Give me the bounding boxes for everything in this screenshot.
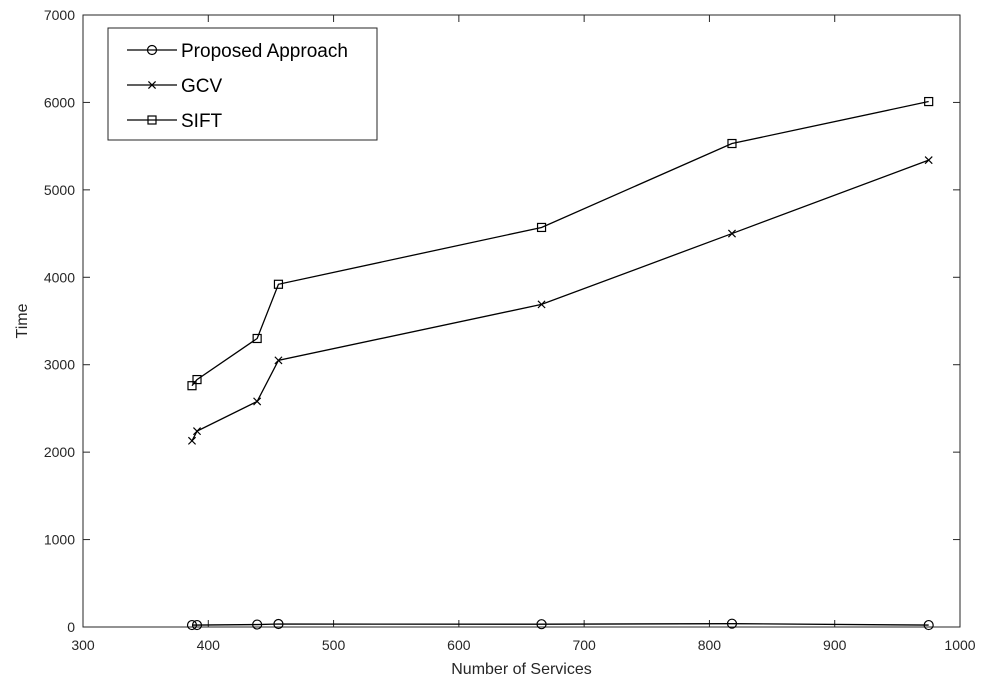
series-gcv: [187, 156, 933, 445]
data-point-proposed-approach: [191, 619, 203, 631]
legend-label: Proposed Approach: [181, 41, 348, 62]
legend-marker: [146, 44, 158, 56]
x-tick-label: 800: [698, 637, 722, 653]
legend-marker: [147, 80, 157, 90]
y-tick-label: 4000: [44, 269, 75, 285]
y-tick-label: 0: [67, 619, 75, 635]
data-point-gcv: [537, 300, 546, 309]
x-tick-label: 1000: [944, 637, 975, 653]
series-layer: [186, 96, 934, 631]
data-point-gcv: [187, 436, 197, 445]
legend-marker: [147, 115, 157, 125]
data-point-proposed-approach: [186, 619, 198, 631]
y-tick-label: 7000: [44, 7, 75, 23]
x-tick-label: 700: [572, 637, 596, 653]
x-tick-label: 400: [197, 637, 221, 653]
x-tick-label: 600: [447, 637, 471, 653]
data-point-gcv: [274, 356, 283, 365]
x-axis-label: Number of Services: [451, 661, 592, 678]
legend-entry-gcv: GCV: [127, 76, 223, 97]
data-point-sift: [192, 374, 202, 385]
y-tick-label: 3000: [44, 357, 75, 373]
legend-entry-proposed-approach: Proposed Approach: [127, 41, 348, 62]
series-proposed-approach: [186, 618, 934, 631]
x-tick-label: 300: [71, 637, 95, 653]
series-sift: [187, 96, 934, 391]
y-axis: 0 1000 2000 3000 4000 5000 6000 7000: [44, 7, 960, 635]
y-tick-label: 1000: [44, 532, 75, 548]
data-point-proposed-approach: [726, 618, 738, 629]
data-point-sift: [187, 381, 197, 391]
data-point-proposed-approach: [252, 619, 263, 630]
data-point-sift: [273, 279, 284, 289]
y-tick-label: 6000: [44, 94, 75, 110]
legend-entry-sift: SIFT: [127, 111, 223, 132]
data-point-sift: [536, 222, 547, 233]
data-point-gcv: [924, 156, 933, 165]
x-tick-label: 500: [322, 637, 346, 653]
data-point-gcv: [192, 427, 202, 436]
series-line-sift: [191, 100, 929, 387]
data-point-sift: [727, 138, 737, 149]
y-axis-label: Time: [14, 303, 31, 338]
legend-label: GCV: [181, 76, 223, 97]
legend-label: SIFT: [181, 111, 223, 132]
data-point-gcv: [253, 397, 262, 406]
legend: Proposed Approach GCV SIFT: [107, 27, 378, 141]
y-tick-label: 2000: [44, 444, 75, 460]
y-tick-label: 5000: [44, 182, 75, 198]
data-point-proposed-approach: [536, 619, 547, 630]
x-tick-label: 900: [823, 637, 847, 653]
data-point-sift: [252, 333, 262, 344]
x-axis: 300 400 500 600 700 800 900 1000: [71, 15, 976, 653]
data-point-proposed-approach: [923, 619, 934, 631]
data-point-gcv: [727, 229, 737, 238]
data-point-proposed-approach: [273, 618, 284, 630]
data-point-sift: [924, 96, 934, 107]
